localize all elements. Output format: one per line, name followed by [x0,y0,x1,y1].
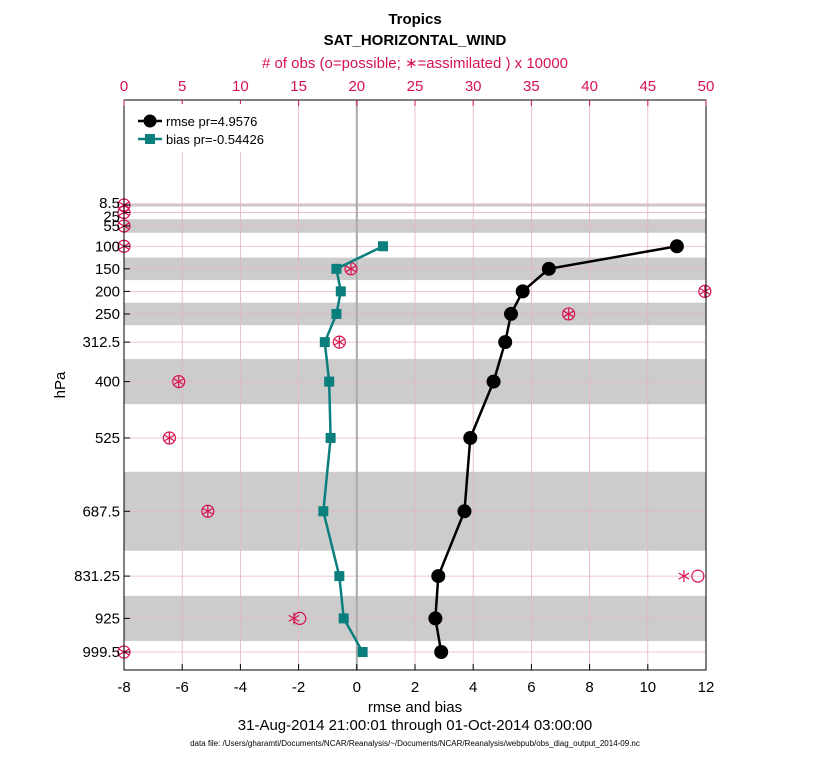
series-1-point-10 [357,647,368,657]
series-0-point-6 [463,430,478,445]
data-file-footer: data file: /Users/gharamti/Documents/NCA… [190,739,640,748]
obs-possible-11 [691,569,705,583]
series-0-point-7 [457,504,472,519]
series-1-point-3 [331,308,342,319]
series-1-point-0 [377,241,388,252]
top-axis: 0 5 10 15 20 25 30 35 40 45 50 [120,78,715,106]
y-tick-label-7: 312.5 [82,334,120,351]
asterisk-stroke-2 [163,434,175,442]
obs-assimilated-10 [202,505,214,518]
x-tick-label-5: 2 [411,679,419,696]
obs-assimilated-9 [163,431,175,444]
chart-title: Tropics [388,11,441,28]
series-0-point-4 [498,335,513,350]
y-tick-label-6: 250 [95,306,120,323]
obs-assimilated-6 [563,307,575,320]
y-tick-label-3: 100 [95,238,120,255]
y-tick-label-5: 200 [95,283,120,300]
top-tick-label-3: 15 [290,78,307,95]
y-tick-label-0: 8.5 [99,195,120,212]
asterisk-stroke-2 [678,572,690,580]
x-tick-label-8: 8 [585,679,593,696]
obs-assimilated-4 [345,262,357,275]
top-tick-label-7: 35 [523,78,540,95]
series-0-point-10 [434,645,449,659]
y-tick-label-13: 999.5 [82,644,120,661]
x-tick-label-4: 0 [353,679,361,696]
y-tick-label-11: 831.25 [74,568,120,585]
x-tick-label-0: -8 [117,679,130,696]
series-1-point-2 [335,286,346,297]
series-1-point-9 [338,613,349,624]
top-tick-label-1: 5 [178,78,186,95]
series-1-point-7 [318,506,329,517]
legend-rmse-marker [143,114,157,128]
x-tick-label-3: -2 [292,679,305,696]
obs-assimilated-5 [699,285,711,298]
top-tick-label-0: 0 [120,78,128,95]
asterisk-stroke-2 [563,310,575,318]
obs-assimilated-8 [173,375,185,388]
top-tick-label-4: 20 [348,78,365,95]
asterisk-stroke-2 [345,265,357,273]
series-1-point-6 [325,432,336,443]
series-0-point-8 [431,569,446,584]
series-0-point-0 [669,239,684,254]
obs-assimilated-12 [288,612,300,625]
series-0-point-5 [486,374,501,389]
top-tick-label-10: 50 [698,78,715,95]
x-tick-label-6: 4 [469,679,477,696]
y-tick-label-9: 525 [95,430,120,447]
y-tick-label-2: 55 [103,218,120,235]
x-tick-label-7: 6 [527,679,535,696]
series-0-point-1 [541,261,556,276]
series-0-point-3 [504,306,519,321]
y-tick-label-12: 925 [95,610,120,627]
series-0-point-2 [515,284,530,299]
top-axis-label: # of obs (o=possible; ∗=assimilated ) x … [262,55,568,72]
legend-rmse-label: rmse pr=4.9576 [166,114,257,129]
top-tick-label-9: 45 [639,78,656,95]
y-tick-label-10: 687.5 [82,503,120,520]
asterisk-stroke-2 [173,378,185,386]
top-tick-label-6: 30 [465,78,482,95]
y-tick-label-8: 400 [95,374,120,391]
obs-assimilated-7 [333,336,345,349]
x-tick-label-9: 10 [639,679,656,696]
y-tick-label-4: 150 [95,261,120,278]
legend: rmse pr=4.9576 bias pr=-0.54426 [128,104,288,152]
legend-bias-label: bias pr=-0.54426 [166,132,264,147]
asterisk-stroke-2 [288,614,300,622]
series-1-point-8 [334,571,345,582]
series-1-point-1 [331,263,342,274]
asterisk-stroke-2 [202,507,214,515]
legend-bias-marker [145,134,155,144]
top-tick-label-5: 25 [407,78,424,95]
x-tick-label-2: -4 [234,679,247,696]
y-axis-label: hPa [52,371,69,398]
top-tick-label-8: 40 [581,78,598,95]
x-tick-label-1: -6 [176,679,189,696]
obs-assimilated-11 [678,570,690,583]
series-1-point-4 [319,337,330,348]
x-axis-label: rmse and bias [368,699,462,716]
series-0-point-9 [428,611,443,626]
bottom-axis: -8 -6 -4 -2 0 2 4 6 8 10 12 [117,664,714,696]
x-tick-label-10: 12 [698,679,715,696]
series-group [318,239,684,659]
date-range: 31-Aug-2014 21:00:01 through 01-Oct-2014… [238,717,592,734]
top-tick-label-2: 10 [232,78,249,95]
chart-subtitle: SAT_HORIZONTAL_WIND [324,32,507,49]
asterisk-stroke-2 [333,338,345,346]
asterisk-stroke-2 [699,287,711,295]
y-tick-label-1: 25 [103,208,120,225]
series-1-point-5 [324,376,335,387]
